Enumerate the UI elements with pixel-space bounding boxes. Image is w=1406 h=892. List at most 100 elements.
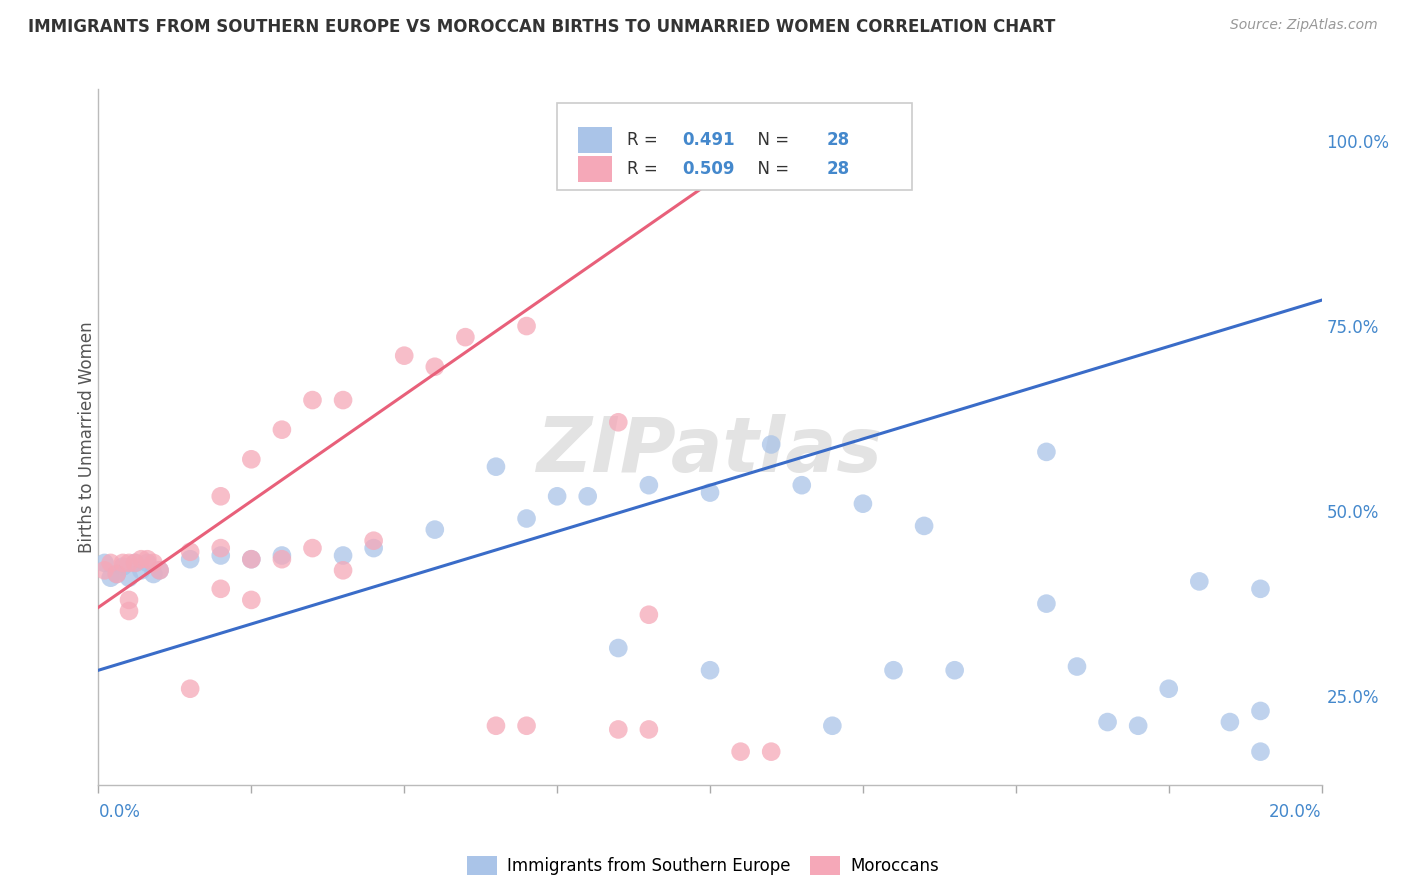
Text: Source: ZipAtlas.com: Source: ZipAtlas.com: [1230, 18, 1378, 32]
Point: [637, 607, 661, 622]
Point: [149, 563, 172, 577]
Point: [136, 552, 159, 566]
Point: [118, 593, 141, 607]
Point: [883, 663, 905, 677]
Point: [943, 663, 966, 677]
Point: [179, 552, 201, 566]
Point: [1249, 582, 1271, 596]
Point: [118, 556, 141, 570]
Point: [699, 485, 721, 500]
Point: [637, 478, 661, 492]
Point: [93, 556, 115, 570]
Point: [363, 533, 385, 548]
Point: [516, 511, 538, 525]
Point: [546, 489, 568, 503]
Point: [607, 723, 630, 737]
Point: [607, 640, 630, 655]
Point: [759, 745, 782, 759]
Point: [142, 567, 165, 582]
Point: [332, 393, 354, 408]
Point: [118, 571, 141, 585]
Point: [105, 567, 128, 582]
Point: [883, 141, 905, 155]
Point: [209, 541, 232, 555]
Legend: Immigrants from Southern Europe, Moroccans: Immigrants from Southern Europe, Morocca…: [460, 849, 946, 882]
Point: [759, 437, 782, 451]
Point: [821, 719, 844, 733]
Point: [821, 141, 844, 155]
Point: [270, 549, 292, 563]
Point: [1188, 574, 1211, 589]
Point: [240, 552, 263, 566]
Point: [240, 593, 263, 607]
Point: [124, 556, 146, 570]
Point: [240, 552, 263, 566]
Point: [118, 604, 141, 618]
Point: [363, 541, 385, 555]
Text: R =: R =: [627, 131, 662, 149]
Point: [93, 563, 115, 577]
Text: 20.0%: 20.0%: [1270, 804, 1322, 822]
Text: 0.0%: 0.0%: [98, 804, 141, 822]
Point: [124, 556, 146, 570]
Point: [149, 563, 172, 577]
Point: [270, 552, 292, 566]
Point: [1035, 445, 1057, 459]
Point: [852, 497, 875, 511]
Point: [209, 549, 232, 563]
Point: [1157, 681, 1180, 696]
Point: [100, 571, 122, 585]
Point: [1066, 659, 1088, 673]
Point: [179, 545, 201, 559]
Point: [637, 723, 661, 737]
Point: [423, 523, 446, 537]
Point: [668, 141, 690, 155]
Point: [209, 582, 232, 596]
Point: [1035, 597, 1057, 611]
Point: [485, 459, 508, 474]
Point: [485, 719, 508, 733]
Point: [332, 563, 354, 577]
Point: [301, 541, 323, 555]
Point: [607, 415, 630, 429]
Point: [576, 489, 599, 503]
Point: [301, 393, 323, 408]
Point: [1128, 719, 1150, 733]
Point: [759, 141, 782, 155]
FancyBboxPatch shape: [578, 127, 612, 153]
Point: [454, 330, 477, 344]
Y-axis label: Births to Unmarried Women: Births to Unmarried Women: [79, 321, 96, 553]
Text: ZIPatlas: ZIPatlas: [537, 414, 883, 488]
Text: IMMIGRANTS FROM SOUTHERN EUROPE VS MOROCCAN BIRTHS TO UNMARRIED WOMEN CORRELATIO: IMMIGRANTS FROM SOUTHERN EUROPE VS MOROC…: [28, 18, 1056, 36]
Point: [209, 489, 232, 503]
Point: [240, 452, 263, 467]
Point: [912, 519, 935, 533]
Point: [1219, 714, 1241, 729]
Point: [270, 423, 292, 437]
Point: [516, 319, 538, 334]
Point: [179, 681, 201, 696]
Text: N =: N =: [747, 131, 794, 149]
Point: [699, 663, 721, 677]
Text: 28: 28: [827, 160, 849, 178]
Point: [730, 745, 752, 759]
Point: [136, 556, 159, 570]
Point: [392, 349, 416, 363]
FancyBboxPatch shape: [578, 156, 612, 182]
Point: [516, 719, 538, 733]
Point: [111, 559, 134, 574]
Point: [1097, 714, 1119, 729]
Text: 0.491: 0.491: [682, 131, 734, 149]
Point: [105, 567, 128, 582]
Text: R =: R =: [627, 160, 662, 178]
FancyBboxPatch shape: [557, 103, 912, 190]
Point: [1249, 745, 1271, 759]
Point: [332, 549, 354, 563]
Point: [423, 359, 446, 374]
Point: [142, 556, 165, 570]
Point: [129, 552, 152, 566]
Point: [1249, 704, 1271, 718]
Point: [790, 478, 813, 492]
Point: [111, 556, 134, 570]
Point: [100, 556, 122, 570]
